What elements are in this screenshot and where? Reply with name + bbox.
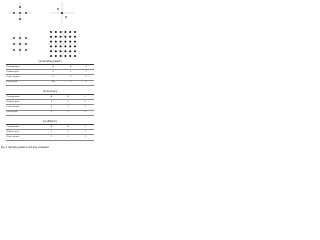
row: Dense grid 3 1 2 bbox=[6, 109, 94, 116]
dot bbox=[50, 50, 52, 53]
cell: 1 bbox=[76, 134, 94, 141]
dot bbox=[59, 35, 62, 38]
cell: 3 bbox=[78, 79, 94, 86]
dot bbox=[69, 31, 72, 33]
sample-dots bbox=[13, 6, 67, 51]
dot bbox=[59, 40, 62, 43]
dot bbox=[54, 45, 57, 48]
dot bbox=[69, 40, 72, 43]
caption: (c) efficiency bbox=[42, 120, 58, 123]
dot bbox=[54, 50, 57, 53]
dot bbox=[64, 55, 67, 57]
page: (a) sampling pattern Configuration A B C Unif… bbox=[0, 0, 100, 151]
dot bbox=[64, 50, 67, 53]
cell: Dense grid bbox=[6, 109, 43, 116]
dot bbox=[74, 35, 76, 38]
dot bbox=[69, 55, 72, 57]
dot bbox=[59, 55, 62, 57]
row: Cross stencil 2 1 1 bbox=[6, 134, 94, 141]
caption: (b) accuracy bbox=[42, 90, 58, 93]
dot bbox=[54, 35, 57, 38]
cell: Cross stencil bbox=[6, 134, 43, 141]
caption: (a) sampling pattern bbox=[38, 60, 62, 63]
cell: 3 bbox=[42, 109, 60, 116]
dot bbox=[59, 50, 62, 53]
dot bbox=[69, 45, 72, 48]
axes bbox=[8, 2, 78, 58]
dot bbox=[50, 45, 52, 48]
cell: 1 bbox=[59, 134, 77, 141]
dot bbox=[69, 50, 72, 53]
cell: 2 bbox=[42, 134, 60, 141]
table: Configuration A B C Uniform grid 1 2 1 Cross ste… bbox=[6, 93, 94, 116]
dot bbox=[74, 45, 76, 48]
pattern-figures bbox=[8, 2, 78, 58]
dot bbox=[54, 55, 57, 57]
cell: 2 bbox=[63, 79, 79, 86]
dot bbox=[64, 45, 67, 48]
dot bbox=[50, 55, 52, 57]
dot bbox=[74, 31, 76, 33]
dot bbox=[74, 40, 76, 43]
footer: Fig. 3. Sampling patterns and their eval… bbox=[1, 146, 50, 149]
table: Configuration A B C Uniform grid 1 1 1 Cross ste… bbox=[6, 123, 94, 141]
dot bbox=[50, 35, 52, 38]
dot bbox=[64, 35, 67, 38]
grid-dots bbox=[50, 31, 76, 57]
dot bbox=[50, 31, 52, 33]
cell: 2 bbox=[76, 109, 94, 116]
dot bbox=[54, 40, 57, 43]
dot bbox=[74, 50, 76, 53]
row: Dense grid 36 2 3 bbox=[6, 79, 94, 86]
cell: 1 bbox=[59, 109, 77, 116]
dot bbox=[54, 31, 57, 33]
dot bbox=[74, 55, 76, 57]
cell: 36 bbox=[42, 79, 64, 86]
dot bbox=[59, 31, 62, 33]
dot bbox=[59, 45, 62, 48]
dot bbox=[69, 35, 72, 38]
dot bbox=[64, 40, 67, 43]
dot bbox=[64, 31, 67, 33]
table: Configuration A B C Uniform grid 4 1 1 Cross ste… bbox=[6, 63, 94, 86]
dot bbox=[50, 40, 52, 43]
cell: Dense grid bbox=[6, 79, 43, 86]
